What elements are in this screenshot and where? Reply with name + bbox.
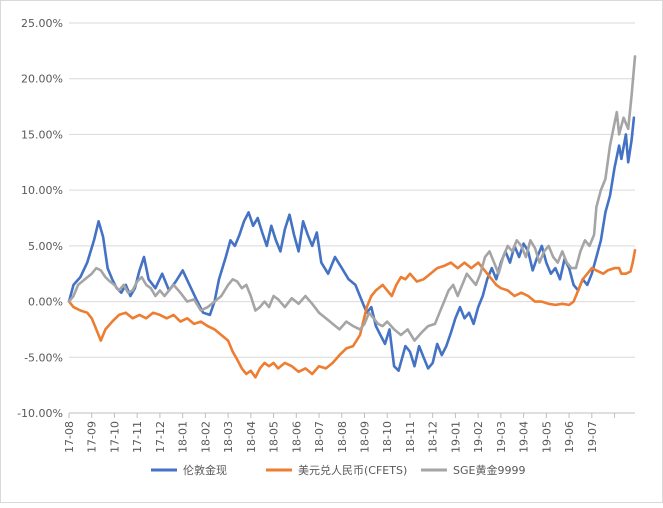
x-tick-label: 18-10 <box>381 421 394 453</box>
legend-label-1: 伦敦金现 <box>183 463 227 477</box>
x-tick-label: 17-12 <box>154 421 167 453</box>
y-tick-label: 5.00% <box>28 240 63 253</box>
x-tick-label: 18-03 <box>222 421 235 453</box>
x-tick-label: 18-11 <box>404 421 417 453</box>
x-tick-label: 19-07 <box>586 421 599 453</box>
x-axis <box>68 412 635 418</box>
x-tick-label: 18-08 <box>336 421 349 453</box>
series-line-3 <box>67 55 637 342</box>
x-tick-label: 19-06 <box>563 421 576 453</box>
legend-label-3: SGE黄金9999 <box>453 463 525 477</box>
x-tick-label: 19-04 <box>518 421 531 453</box>
x-tick-label: 17-08 <box>63 421 76 453</box>
gridlines <box>69 22 635 414</box>
x-tick-label: 18-07 <box>313 421 326 453</box>
series-line-1 <box>67 116 636 372</box>
x-tick-label: 19-01 <box>449 421 462 453</box>
x-tick-label: 17-11 <box>131 421 144 453</box>
y-tick-label: 10.00% <box>21 184 63 197</box>
y-tick-label: -5.00% <box>24 351 63 364</box>
x-tick-label: 18-09 <box>359 421 372 453</box>
x-tick-label: 17-09 <box>86 421 99 453</box>
y-tick-label: 0.00% <box>28 296 63 309</box>
x-tick-label: 19-03 <box>495 421 508 453</box>
y-axis-tick-labels: -10.00% -5.00% 0.00% 5.00% 10.00% 15.00% 20.00… <box>17 17 63 420</box>
y-tick-label: 15.00% <box>21 128 63 141</box>
x-tick-label: 19-02 <box>472 421 485 453</box>
y-tick-label: 20.00% <box>21 73 63 86</box>
y-tick-label: 25.00% <box>21 17 63 30</box>
x-axis-tick-labels: 17-08 17-09 17-10 17-11 17-12 18-01 18-02 18-03… <box>63 421 599 453</box>
x-tick-label: 18-06 <box>290 421 303 453</box>
x-tick-label: 17-10 <box>108 421 121 453</box>
x-tick-label: 19-05 <box>540 421 553 453</box>
x-tick-label: 18-12 <box>427 421 440 453</box>
x-tick-label: 18-05 <box>268 421 281 453</box>
y-tick-label: -10.00% <box>17 407 63 420</box>
x-tick-label: 18-04 <box>245 421 258 453</box>
x-tick-label: 18-02 <box>199 421 212 453</box>
legend-label-2: 美元兑人民币(CFETS) <box>298 463 407 477</box>
series-line-2 <box>67 249 637 379</box>
series-lines <box>67 55 637 379</box>
x-tick-label: 18-01 <box>177 421 190 453</box>
legend: 伦敦金现 美元兑人民币(CFETS) SGE黄金9999 <box>151 463 525 477</box>
